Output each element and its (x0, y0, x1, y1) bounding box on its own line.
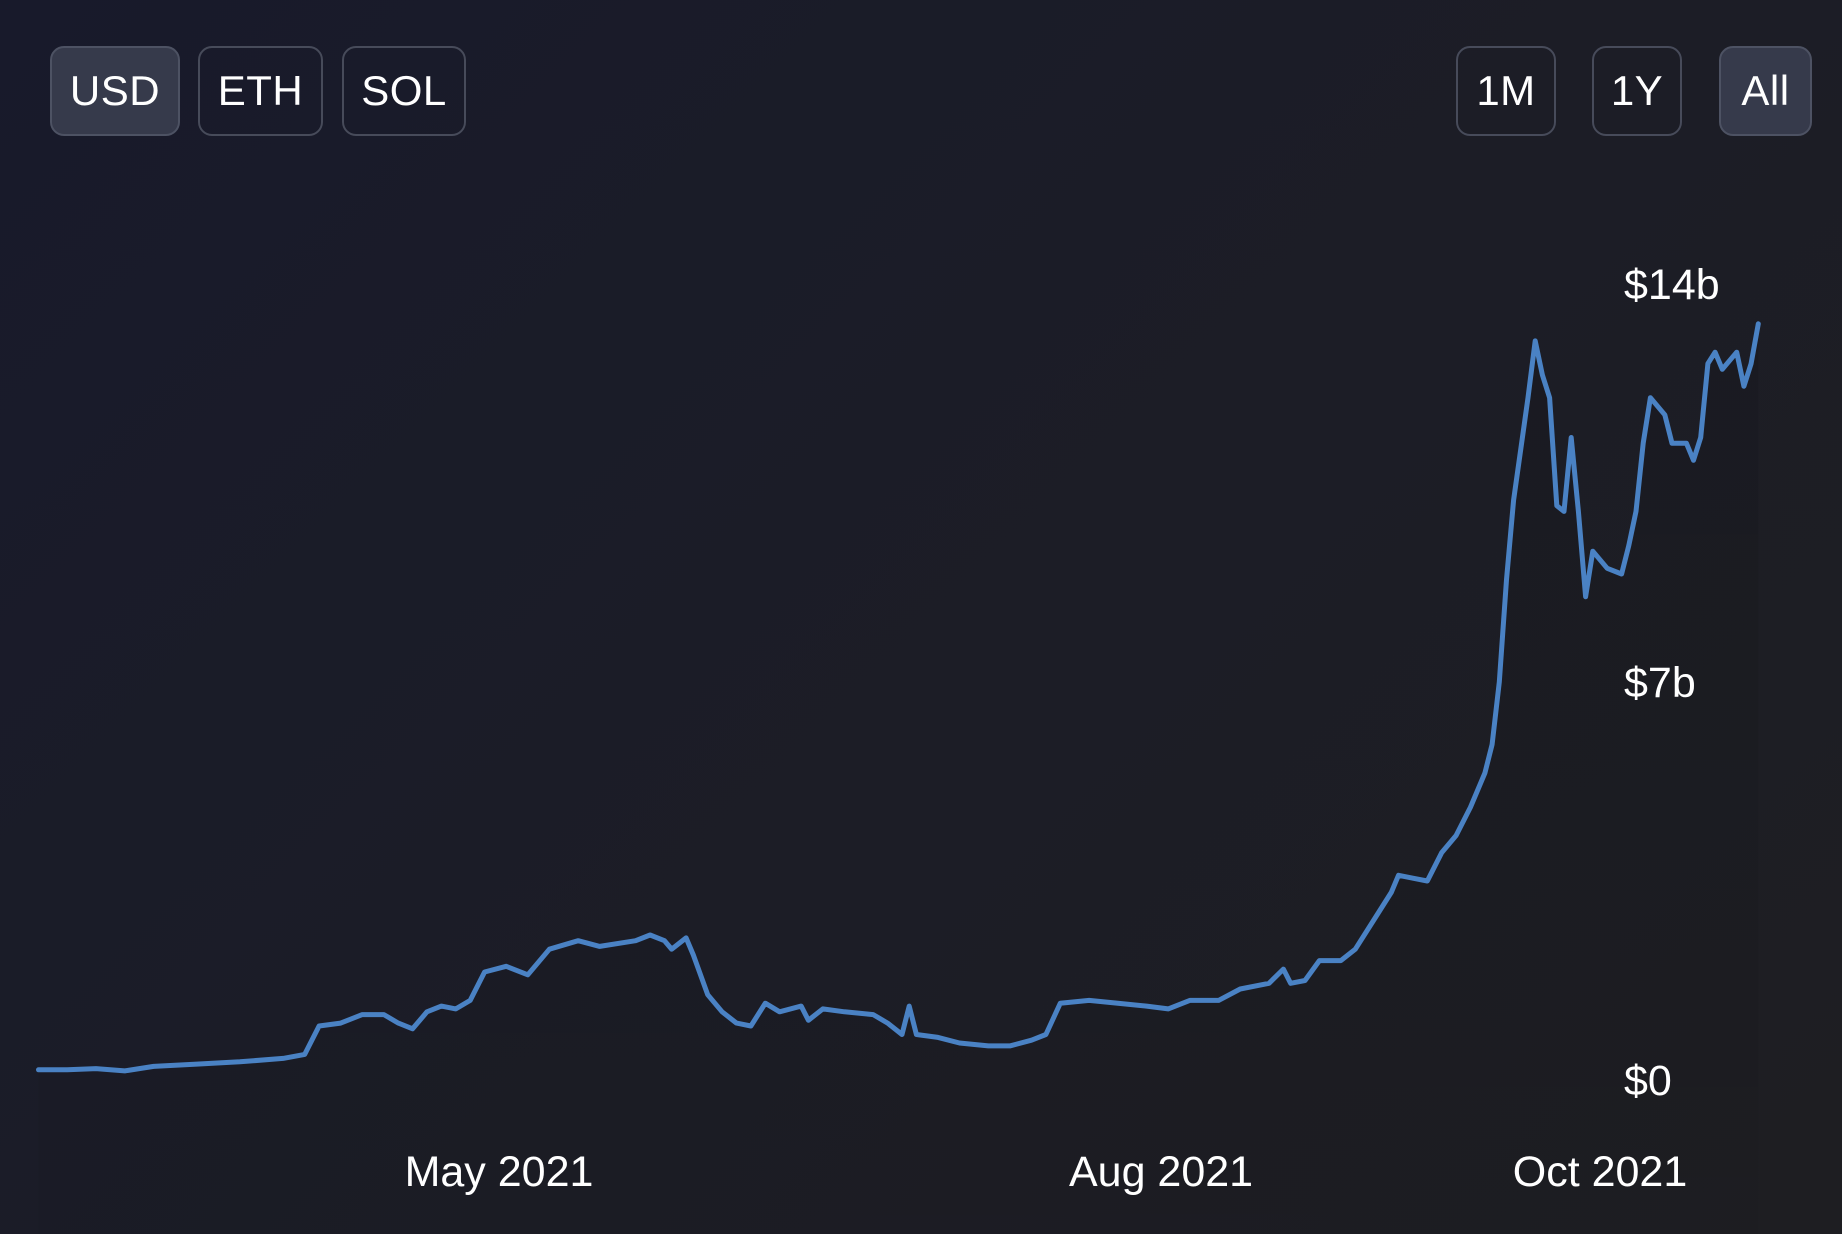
currency-usd-button[interactable]: USD (50, 46, 180, 136)
x-tick-label: Aug 2021 (1069, 1148, 1253, 1196)
x-tick-label: May 2021 (405, 1148, 594, 1196)
y-tick-label: $7b (1624, 659, 1696, 707)
range-all-button[interactable]: All (1719, 46, 1812, 136)
y-axis: $14b $7b $0 (1624, 261, 1720, 1105)
x-axis: May 2021 Aug 2021 Oct 2021 (405, 1148, 1688, 1196)
range-1y-button[interactable]: 1Y (1592, 46, 1682, 136)
y-tick-label: $0 (1624, 1057, 1672, 1105)
currency-sol-button[interactable]: SOL (342, 46, 466, 136)
y-tick-label: $14b (1624, 261, 1720, 309)
currency-eth-button[interactable]: ETH (198, 46, 323, 136)
series-area (38, 323, 1759, 1234)
range-1m-button[interactable]: 1M (1456, 46, 1556, 136)
x-tick-label: Oct 2021 (1513, 1148, 1688, 1196)
series-line (36, 321, 1761, 1074)
